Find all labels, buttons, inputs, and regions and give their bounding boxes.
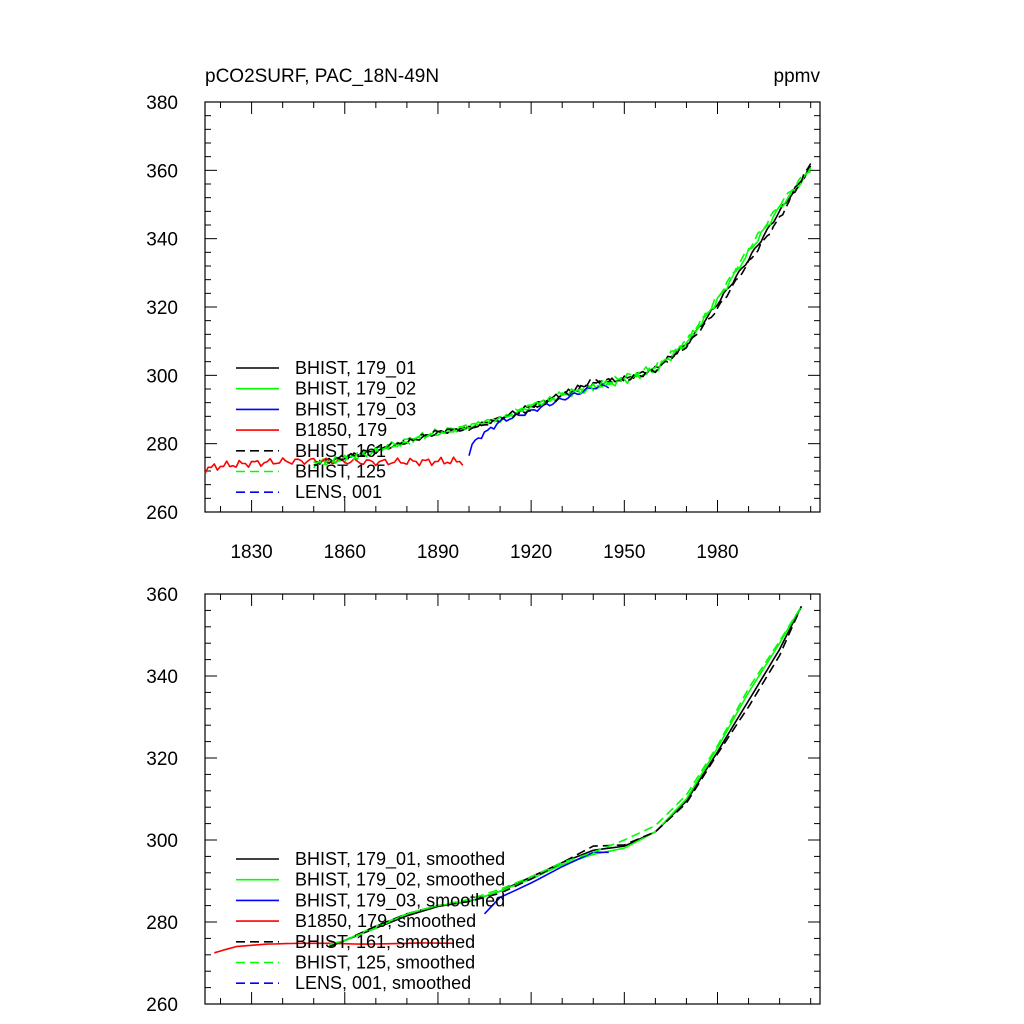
legend-label: BHIST, 161, smoothed (295, 932, 475, 952)
legend-label: BHIST, 179_01, smoothed (295, 849, 505, 870)
legend-label: BHIST, 179_02 (295, 379, 416, 400)
panel-bottom: 260 280 300 320 340 360 BHIST, 179_01, smoothe… (146, 585, 821, 1016)
y-tick-label: 360 (146, 585, 178, 606)
y-tick-label: 300 (146, 366, 178, 387)
legend-label: BHIST, 161 (295, 441, 386, 461)
x-tick-label: 1950 (603, 542, 645, 563)
legend-label: B1850, 179, smoothed (295, 911, 476, 931)
legend-label: BHIST, 125 (295, 462, 386, 482)
y-tick-label: 320 (146, 298, 178, 319)
legend-label: B1850, 179 (295, 420, 387, 440)
legend-label: BHIST, 179_03 (295, 399, 416, 420)
plot-frame (204, 593, 821, 1005)
y-tick-label: 340 (146, 667, 178, 688)
y-tick-label: 300 (146, 831, 178, 852)
y-tick-label: 280 (146, 435, 178, 456)
series-line-bhist-179-03 (468, 384, 610, 456)
legend-label: BHIST, 125, smoothed (295, 953, 475, 973)
series-line-b1850-179 (204, 456, 464, 475)
series-line-bhist-179-02 (313, 170, 811, 469)
x-tick-label: 1920 (510, 542, 552, 563)
y-tick-label: 380 (146, 93, 178, 114)
y-tick-label: 360 (146, 161, 178, 182)
legend-label: LENS, 001, smoothed (295, 973, 471, 993)
chart-title: pCO2SURF, PAC_18N-49N (205, 66, 439, 87)
series-line-bhist-161 (313, 163, 812, 466)
y-tick-label: 280 (146, 913, 178, 934)
legend-label: BHIST, 179_01 (295, 358, 416, 379)
series-line-bhist-179-02-smoothed (329, 605, 803, 946)
panel-top: pCO2SURF, PAC_18N-49N ppmv 1830 1860 1890 1… (146, 66, 821, 563)
y-tick-label: 260 (146, 503, 178, 524)
y-tick-label: 340 (146, 230, 178, 251)
series-line-bhist-161-smoothed (328, 605, 803, 948)
legend-label: BHIST, 179_03, smoothed (295, 890, 505, 911)
x-tick-label: 1980 (696, 542, 738, 563)
legend-label: LENS, 001 (295, 482, 382, 502)
x-tick-label: 1860 (324, 542, 366, 563)
series-line-bhist-125 (313, 166, 812, 467)
legend-label: BHIST, 179_02, smoothed (295, 870, 505, 891)
series-line-bhist-179-03-smoothed (483, 851, 609, 915)
units-label: ppmv (774, 66, 821, 87)
y-tick-label: 320 (146, 749, 178, 770)
y-tick-label: 260 (146, 995, 178, 1016)
x-tick-label: 1890 (417, 542, 459, 563)
series-line-bhist-125-smoothed (329, 605, 803, 946)
x-tick-label: 1830 (230, 542, 272, 563)
